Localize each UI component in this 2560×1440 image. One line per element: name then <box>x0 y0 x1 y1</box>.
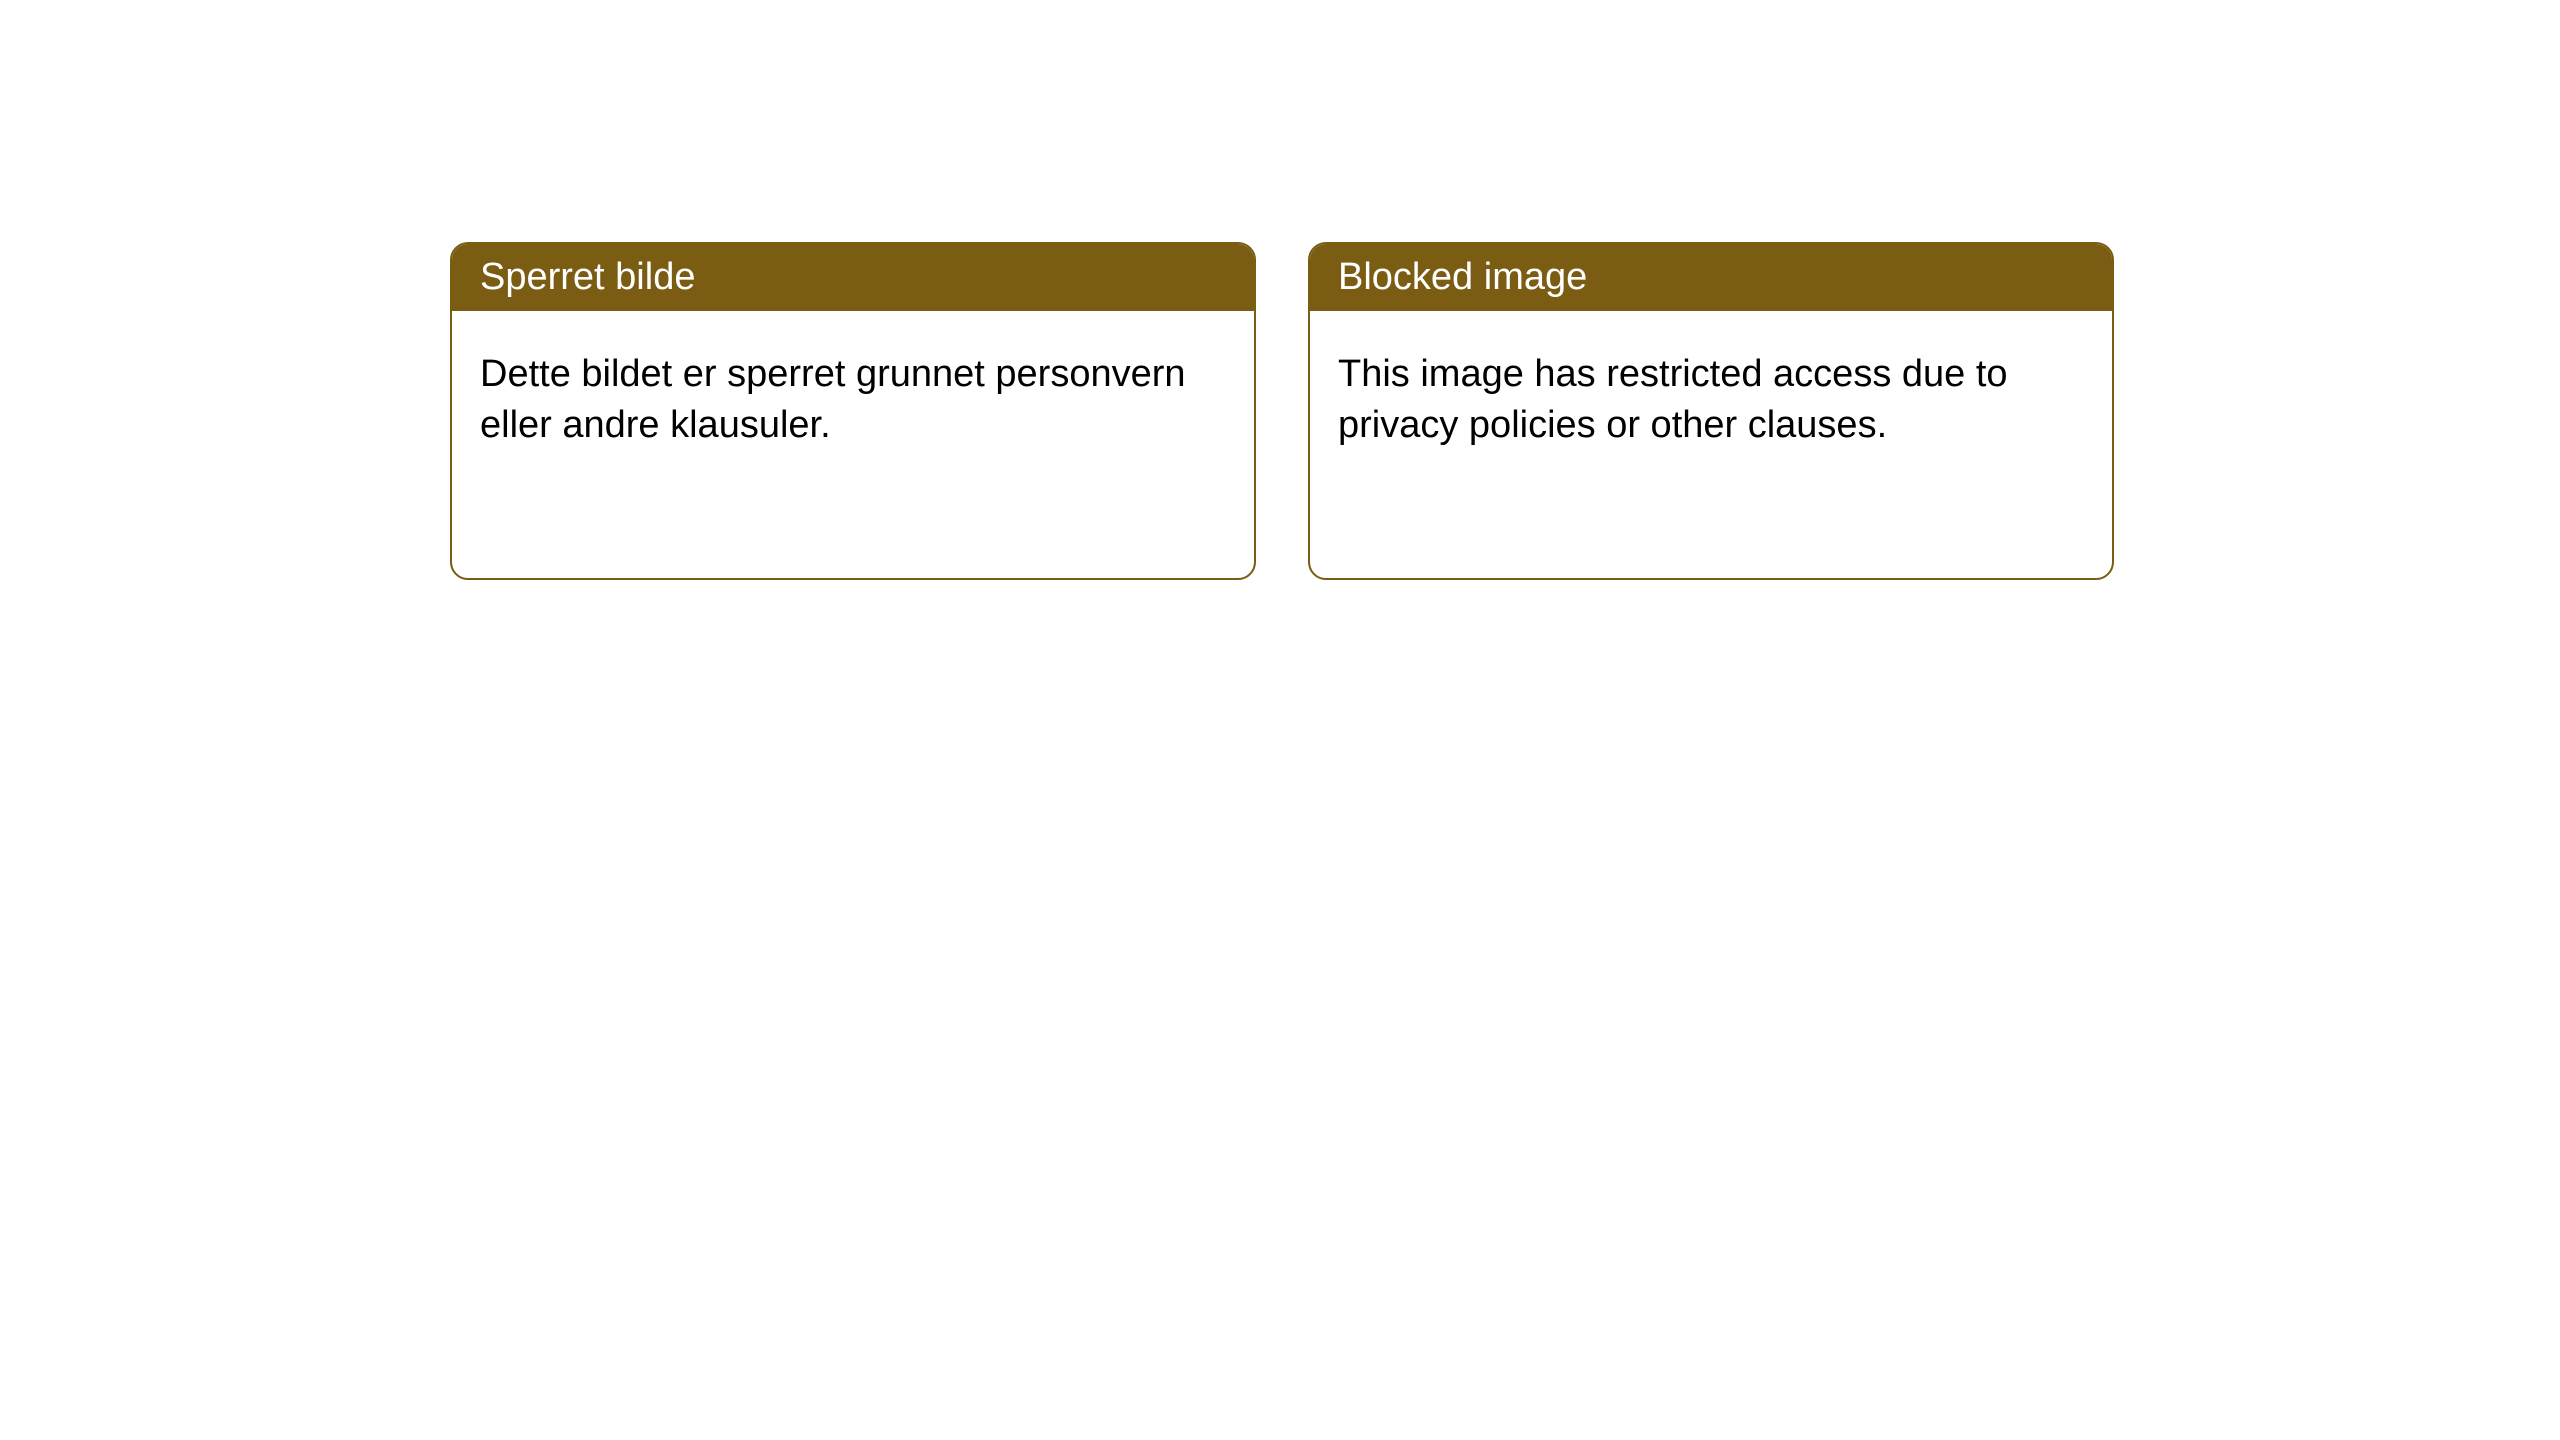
notice-body-norwegian: Dette bildet er sperret grunnet personve… <box>452 311 1254 490</box>
notice-container: Sperret bilde Dette bildet er sperret gr… <box>450 242 2114 580</box>
notice-card-english: Blocked image This image has restricted … <box>1308 242 2114 580</box>
notice-title-norwegian: Sperret bilde <box>452 244 1254 311</box>
notice-title-english: Blocked image <box>1310 244 2112 311</box>
notice-body-english: This image has restricted access due to … <box>1310 311 2112 490</box>
notice-card-norwegian: Sperret bilde Dette bildet er sperret gr… <box>450 242 1256 580</box>
